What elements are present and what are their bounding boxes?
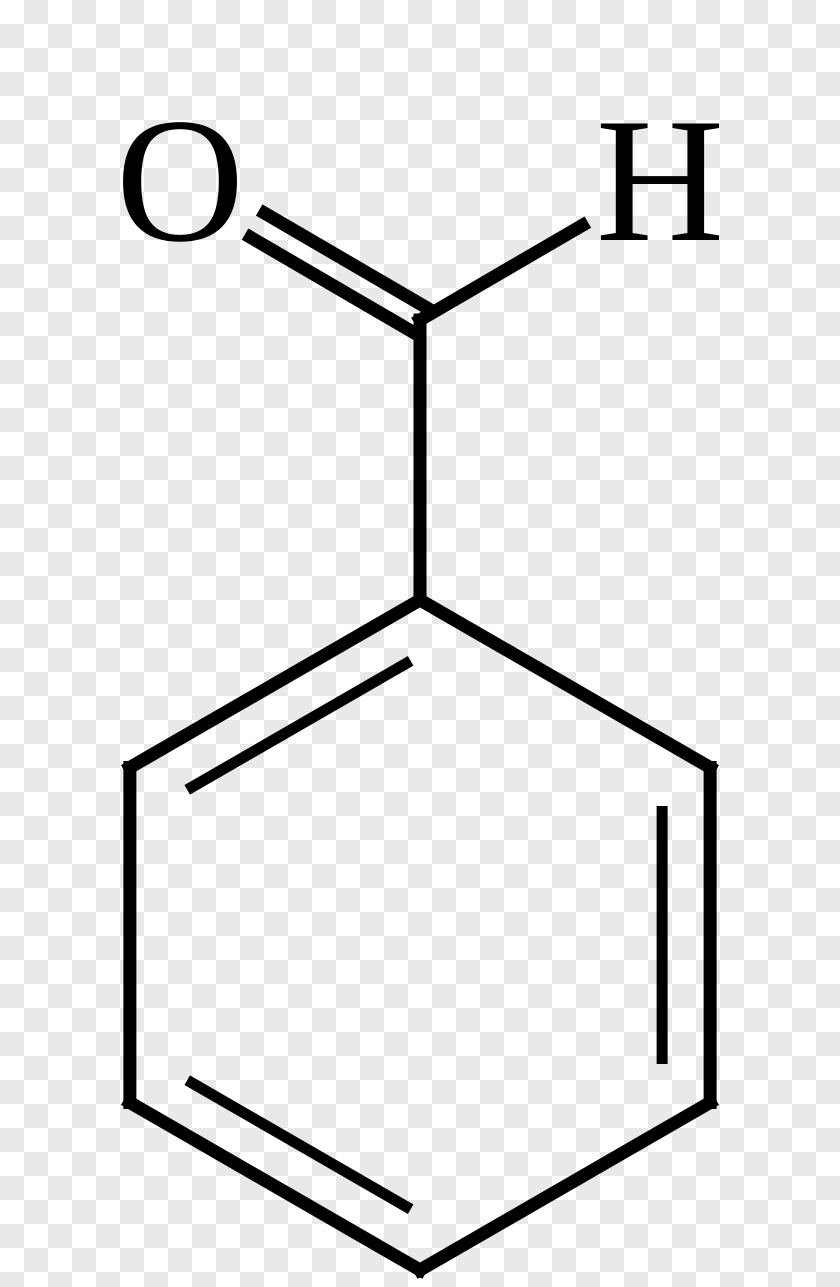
atom-label-oxygen: O	[116, 91, 245, 269]
atom-label-hydrogen: H	[596, 91, 725, 269]
